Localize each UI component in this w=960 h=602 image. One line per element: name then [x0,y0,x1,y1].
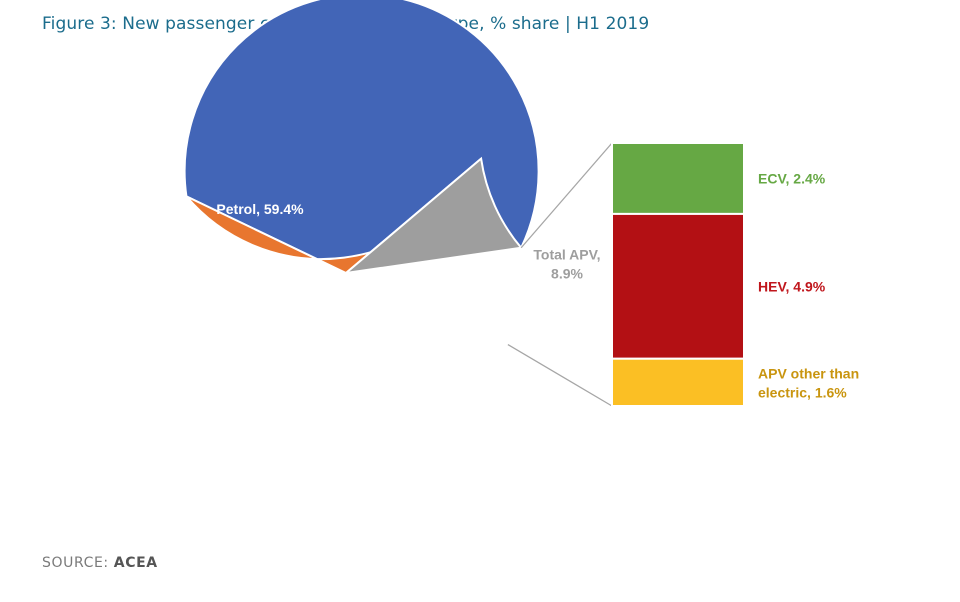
source-prefix: SOURCE: [42,555,114,571]
connector-line-bottom [507,343,613,407]
bar-label-apv-other-than-electric: APV other than electric, 1.6% [758,365,859,400]
source-note: SOURCE: ACEA [42,555,158,571]
pie-label-total-apv: Total APV, 8.9% [533,247,600,282]
connector-line-top [520,142,613,249]
bar-label-hev: HEV, 4.9% [758,278,826,294]
pie-label-petrol: Petrol, 59.4% [216,201,304,217]
bar-segment-ecv [611,142,745,215]
bar-segment-apv-other-than-electric [611,357,745,407]
pie-slice-total-apv [342,156,524,275]
bar-label-ecv: ECV, 2.4% [758,170,826,186]
pie-label-diesel: Diesel, 31.7% [352,369,441,385]
pie-chart: Petrol, 59.4% Diesel, 31.7% Total APV, 8.9% [183,0,601,385]
source-name: ACEA [113,555,158,571]
stacked-bar: ECV, 2.4% HEV, 4.9% APV other than electric… [611,142,859,407]
connector-lines [507,142,613,407]
bar-segment-hev [611,212,745,360]
